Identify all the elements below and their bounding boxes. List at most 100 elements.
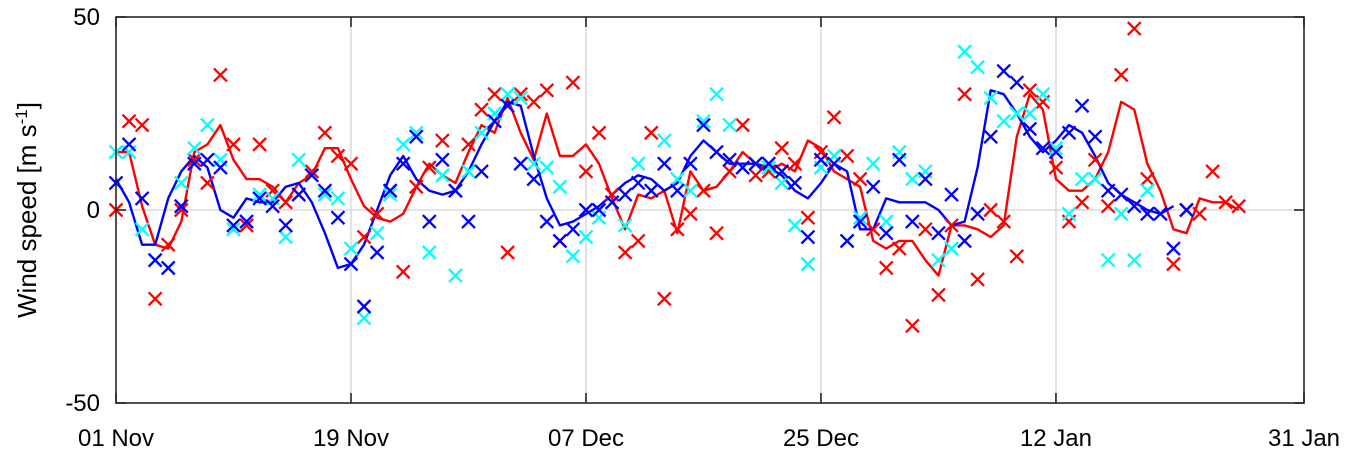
data-point-series-0	[591, 125, 607, 141]
x-tick-label: 25 Dec	[783, 425, 859, 452]
data-point-series-0	[944, 218, 959, 233]
data-point-series-1	[1035, 86, 1051, 102]
data-point-series-2	[670, 183, 685, 199]
data-point-series-2	[252, 191, 267, 206]
data-point-series-2	[356, 299, 372, 314]
data-point-series-2	[369, 245, 385, 260]
data-point-series-1	[565, 249, 581, 264]
data-point-series-2	[748, 156, 764, 171]
data-point-series-1	[722, 117, 737, 133]
data-point-series-2	[395, 156, 411, 171]
data-point-series-2	[187, 156, 202, 171]
data-point-series-2	[643, 183, 659, 199]
data-point-series-1	[774, 175, 790, 191]
data-point-series-1	[552, 179, 568, 195]
data-point-series-1	[200, 117, 215, 133]
data-point-series-1	[1100, 252, 1116, 268]
data-point-series-2	[552, 233, 568, 249]
data-point-series-1	[670, 171, 685, 187]
data-point-series-2	[1153, 206, 1168, 222]
data-point-series-2	[487, 113, 502, 129]
data-point-series-2	[617, 187, 633, 202]
data-point-series-2	[983, 129, 998, 144]
data-point-series-2	[160, 260, 176, 276]
data-point-series-2	[474, 164, 489, 179]
data-point-series-1	[474, 125, 489, 141]
data-point-series-2	[865, 179, 881, 195]
data-point-series-2	[134, 191, 150, 206]
data-point-series-1	[1140, 183, 1155, 199]
data-point-series-1	[1061, 206, 1077, 222]
data-point-series-0	[996, 214, 1012, 229]
data-point-series-1	[1113, 206, 1129, 222]
data-point-series-2	[291, 187, 307, 202]
y-axis-label-superscript: -1	[12, 109, 31, 124]
data-point-series-2	[905, 214, 920, 229]
data-point-series-0	[918, 221, 933, 237]
data-series	[108, 21, 1247, 334]
data-point-series-0	[617, 245, 633, 260]
data-point-series-2	[996, 63, 1012, 79]
data-point-series-0	[905, 318, 920, 334]
data-point-series-0	[852, 171, 868, 187]
data-point-series-0	[656, 291, 672, 307]
data-point-series-0	[983, 202, 998, 218]
data-point-series-1	[226, 221, 241, 237]
data-point-series-0	[317, 125, 333, 141]
data-point-series-2	[656, 156, 672, 171]
data-point-series-1	[461, 164, 476, 179]
data-point-series-2	[500, 98, 515, 114]
data-point-series-0	[526, 94, 542, 110]
data-point-series-1	[905, 171, 920, 187]
axes	[115, 16, 1305, 404]
data-point-series-1	[408, 125, 424, 141]
data-point-series-2	[408, 129, 424, 144]
data-point-series-2	[382, 183, 398, 199]
data-point-series-0	[630, 233, 646, 249]
data-point-series-2	[147, 252, 163, 268]
data-point-series-2	[918, 171, 933, 187]
data-point-series-2	[878, 225, 894, 241]
data-point-series-1	[1022, 106, 1038, 121]
data-point-series-0	[369, 206, 385, 222]
data-point-series-2	[330, 210, 346, 226]
data-point-series-1	[448, 268, 463, 283]
data-point-series-2	[696, 117, 711, 133]
data-point-series-0	[395, 264, 411, 280]
x-tick-labels: 01 Nov 19 Nov 07 Dec 25 Dec 12 Jan 31 Jan	[78, 425, 1340, 452]
data-point-series-1	[278, 229, 294, 245]
data-point-series-0	[1074, 194, 1090, 210]
data-point-series-2	[239, 214, 254, 229]
data-point-series-1	[330, 191, 346, 206]
data-point-series-0	[134, 117, 150, 133]
data-point-series-1	[526, 156, 542, 171]
data-point-series-2	[1113, 187, 1129, 202]
data-point-series-2	[448, 183, 463, 199]
data-point-series-0	[1205, 164, 1220, 179]
data-point-series-2	[539, 214, 555, 229]
data-point-series-2	[800, 229, 816, 245]
data-point-series-2	[1074, 98, 1090, 114]
data-point-series-0	[408, 179, 424, 195]
data-point-series-2	[591, 202, 607, 218]
data-point-series-1	[1048, 140, 1064, 156]
data-point-series-1	[630, 156, 646, 171]
data-point-series-2	[891, 152, 907, 168]
data-point-series-2	[317, 183, 333, 199]
data-point-series-2	[213, 160, 228, 175]
data-point-series-2	[970, 206, 985, 222]
y-tick-label: 0	[87, 197, 100, 224]
data-point-series-1	[422, 245, 437, 260]
data-point-series-1	[865, 156, 881, 171]
data-point-series-0	[213, 67, 228, 83]
data-point-series-0	[670, 221, 685, 237]
data-point-series-1	[970, 59, 985, 75]
data-point-series-0	[865, 221, 881, 237]
data-point-series-1	[1074, 171, 1090, 187]
data-point-series-2	[1087, 129, 1103, 144]
data-point-series-2	[839, 233, 855, 249]
data-point-series-0	[696, 183, 711, 199]
data-point-series-2	[1009, 75, 1025, 90]
data-point-series-0	[1166, 256, 1181, 272]
